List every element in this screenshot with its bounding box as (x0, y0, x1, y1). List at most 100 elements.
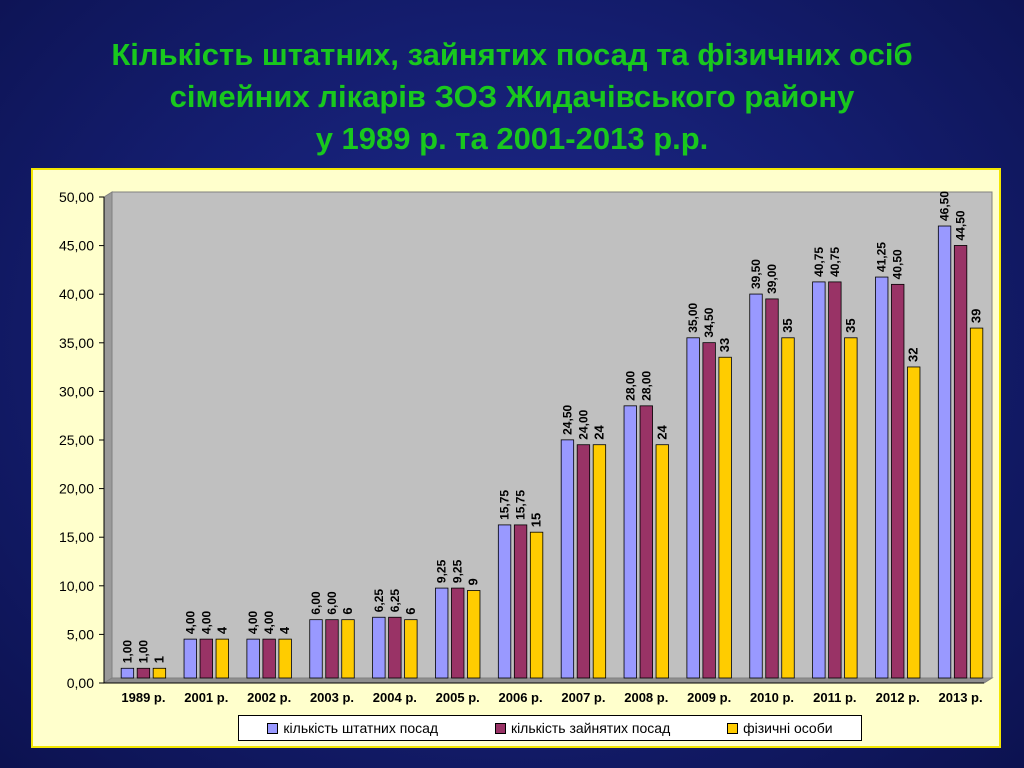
bar-value-label: 1 (151, 656, 166, 663)
bar (749, 293, 763, 679)
title-line-1: Кількість штатних, зайнятих посад та фіз… (111, 37, 913, 72)
bar-value-label: 6 (340, 607, 355, 614)
x-tick-label: 1989 р. (121, 690, 165, 705)
bar-value-label: 6,25 (372, 589, 386, 613)
bar (246, 638, 260, 679)
bar-value-label: 34,50 (702, 307, 716, 337)
bar-value-label: 41,25 (875, 242, 889, 272)
bar-value-label: 6,00 (325, 591, 339, 615)
plot-side-wall (103, 191, 113, 684)
title-line-2: сімейних лікарів ЗОЗ Жидачівського район… (169, 79, 855, 114)
bar-value-label: 15 (529, 513, 544, 527)
y-tick-label: 30,00 (59, 383, 94, 399)
bar-value-label: 6 (403, 607, 418, 614)
bar (467, 590, 481, 679)
bar (136, 667, 151, 679)
bar (781, 337, 795, 679)
legend-item-occupied-positions: кількість зайнятих посад (494, 720, 671, 736)
bar-value-label: 6,00 (309, 591, 323, 615)
bar (325, 619, 339, 679)
bar (215, 638, 229, 679)
bar (686, 337, 700, 679)
bar (969, 327, 984, 679)
title-line-3: у 1989 р. та 2001-2013 р.р. (315, 121, 709, 156)
legend-swatch-occupied-positions (494, 722, 506, 734)
x-tick-label: 2013 р. (939, 690, 983, 705)
bar (262, 638, 276, 679)
bar-value-label: 24,50 (560, 405, 574, 435)
chart-legend: кількість штатних посад кількість зайнят… (238, 715, 862, 741)
bar (309, 619, 323, 679)
bar-value-label: 9,25 (435, 559, 449, 583)
bar (953, 245, 968, 679)
bar (623, 405, 637, 679)
legend-swatch-staff-positions (267, 722, 279, 734)
bar (152, 667, 167, 679)
bar-value-label: 40,50 (891, 249, 905, 279)
bar (278, 638, 292, 679)
bar-value-label: 4,00 (262, 610, 276, 634)
bar-value-label: 15,75 (514, 490, 528, 520)
y-tick-label: 10,00 (59, 578, 94, 594)
x-tick-label: 2004 р. (373, 690, 417, 705)
bar-value-label: 35 (843, 318, 858, 332)
bar (765, 298, 779, 679)
y-tick-label: 15,00 (59, 529, 94, 545)
bar (183, 638, 197, 679)
bar (199, 638, 213, 679)
bar-value-label: 1,00 (136, 640, 150, 664)
bar (891, 283, 905, 679)
bar-value-label: 32 (906, 347, 921, 361)
plot-area (111, 191, 993, 679)
bar-value-label: 4,00 (246, 610, 260, 634)
bar-value-label: 40,75 (828, 247, 842, 277)
bar (435, 587, 449, 679)
legend-label-occupied-positions: кількість зайнятих посад (510, 720, 671, 736)
legend-swatch-individuals (727, 722, 739, 734)
bar (576, 444, 591, 679)
bar-value-label: 4,00 (199, 610, 213, 634)
bar (639, 405, 653, 679)
bar (120, 667, 135, 679)
y-tick-label: 5,00 (67, 626, 94, 642)
bar (907, 366, 921, 679)
y-tick-label: 40,00 (59, 286, 94, 302)
bar-value-label: 33 (717, 338, 732, 352)
x-tick-label: 2007 р. (561, 690, 605, 705)
bar (875, 276, 889, 679)
bar-value-label: 24,00 (576, 409, 590, 439)
bar-value-label: 6,25 (388, 589, 402, 613)
legend-item-staff-positions: кількість штатних посад (267, 720, 438, 736)
bar (828, 281, 842, 679)
legend-label-individuals: фізичні особи (743, 720, 833, 736)
bar (529, 531, 544, 679)
bar-value-label: 39,00 (765, 264, 779, 294)
bar (844, 337, 858, 679)
y-tick-label: 20,00 (59, 481, 94, 497)
x-tick-label: 2005 р. (436, 690, 480, 705)
x-tick-label: 2008 р. (624, 690, 668, 705)
x-tick-label: 2011 р. (813, 690, 856, 705)
bar (404, 619, 418, 679)
bar (812, 281, 826, 679)
slide-title: Кількість штатних, зайнятих посад та фіз… (0, 34, 1024, 160)
bar (718, 356, 732, 679)
bar-value-label: 4 (277, 626, 292, 634)
bar-value-label: 28,00 (639, 370, 653, 400)
bar (513, 524, 528, 679)
bar (655, 444, 669, 679)
legend-item-individuals: фізичні особи (727, 720, 833, 736)
bar-value-label: 35,00 (686, 302, 700, 332)
bar (592, 444, 607, 679)
bar-value-label: 40,75 (812, 247, 826, 277)
bar (451, 587, 465, 679)
bar-value-label: 1,00 (120, 640, 134, 664)
bar (341, 619, 355, 679)
bar-value-label: 15,75 (498, 490, 512, 520)
x-tick-label: 2003 р. (310, 690, 354, 705)
plot-floor (102, 677, 994, 684)
bar-value-label: 39 (969, 309, 984, 323)
bar (560, 439, 575, 679)
x-tick-label: 2002 р. (247, 690, 291, 705)
bar-value-label: 4 (214, 626, 229, 634)
